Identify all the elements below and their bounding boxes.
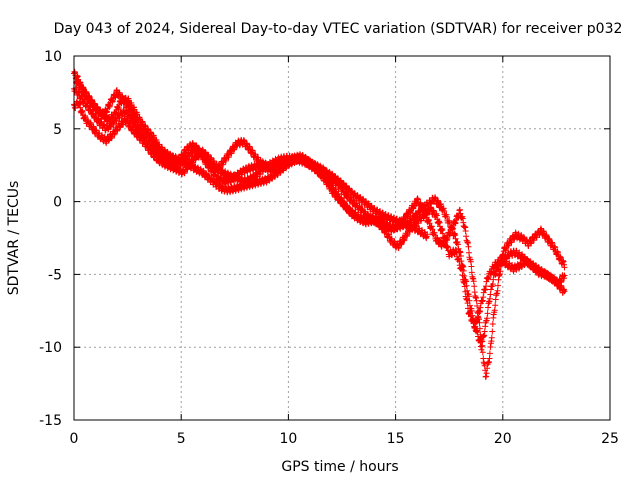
y-tick-label: -10 [39, 340, 62, 356]
x-axis-label: GPS time / hours [281, 459, 398, 475]
data-points [71, 68, 568, 380]
y-tick-label: -15 [39, 413, 62, 429]
x-tick-label: 20 [494, 431, 512, 447]
y-tick-label: 5 [53, 122, 62, 138]
x-tick-label: 0 [70, 431, 79, 447]
y-tick-label: 0 [53, 195, 62, 211]
gridlines [74, 56, 610, 420]
y-axis-label: SDTVAR / TECUs [6, 181, 22, 296]
plus-markers [73, 77, 568, 332]
tick-labels: 0 5 10 15 20 25 -15 -10 -5 0 5 10 [39, 49, 619, 447]
series-track-d [73, 77, 568, 332]
plot-frame [73, 55, 611, 421]
x-tick-label: 5 [177, 431, 186, 447]
chart-title: Day 043 of 2024, Sidereal Day-to-day VTE… [54, 21, 623, 37]
x-tick-label: 10 [279, 431, 297, 447]
x-tick-label: 15 [387, 431, 405, 447]
x-tick-label: 25 [601, 431, 619, 447]
y-tick-label: -5 [48, 267, 62, 283]
y-tick-label: 10 [44, 49, 62, 65]
